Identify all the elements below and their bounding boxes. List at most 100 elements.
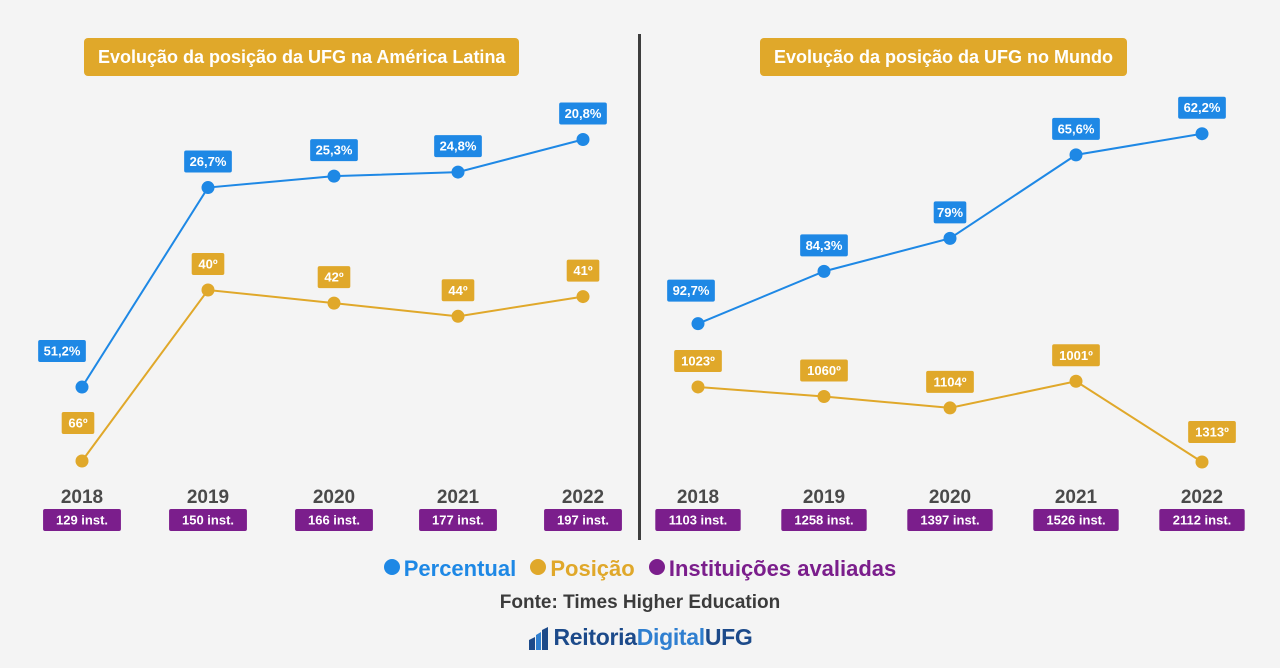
series-line-posicao [697,380,1203,463]
data-label-posicao: 42º [317,266,351,289]
x-tick-label: 2020 [313,487,355,508]
data-label-percentual-bg [559,102,607,125]
institution-count-badge-bg [1033,509,1119,531]
data-point-percentual [75,380,89,394]
institution-count-badge: 1258 inst. [781,509,867,531]
chart-title-mundo: Evolução da posição da UFG no Mundo [760,38,1128,76]
data-label-posicao-bg [191,253,225,275]
panel-america-latina: 66º 40º 42º 44º 41º 51,2% 26,7% 25,3% 24,8% 20,8%… [0,0,640,540]
institution-count-badge: 197 inst. [544,509,622,531]
data-point-percentual [576,133,590,147]
data-point-percentual [691,317,705,331]
x-tick-label: 2018 [61,487,103,508]
institution-count-badge: 177 inst. [419,509,497,531]
data-label-percentual-text: 92,7% [673,283,710,298]
x-tick-label: 2022 [562,487,604,508]
institution-count-badge-bg [1159,509,1245,531]
panel-mundo: 1023º 1060º 1104º 1001º 1313º 92,7% 84,3% 79% 65… [640,0,1280,540]
x-tick-label: 2022 [1181,487,1223,508]
data-point-posicao [1069,374,1083,388]
data-label-posicao-bg [800,359,848,382]
legend-label-percentual: Percentual [403,556,517,581]
data-label-percentual-bg [1178,96,1226,119]
data-label-percentual: 51,2% [38,340,86,363]
data-label-percentual-text: 20,8% [565,106,602,121]
data-label-posicao-bg [1052,344,1100,367]
data-point-percentual [1195,127,1209,141]
data-label-percentual-bg [310,139,358,162]
institution-count-badge: 166 inst. [295,509,373,531]
source-note: Fonte: Times Higher Education [499,592,781,613]
x-tick-label: 2021 [437,487,480,508]
institution-count-badge-text: 150 inst. [182,513,234,528]
legend-item-instituicoes: Instituições avaliadas [648,556,896,582]
institution-count-badge-bg [544,509,622,531]
institution-count-badge-bg [169,509,247,531]
data-point-posicao [1195,455,1209,469]
data-label-posicao-text: 1313º [1195,425,1229,440]
data-point-percentual [1069,148,1083,162]
x-tick-label: 2021 [1055,487,1098,508]
data-label-percentual-text: 51,2% [44,344,81,359]
brand-part-3: UFG [704,624,753,650]
data-point-percentual [943,231,957,245]
data-label-percentual-text: 25,3% [316,143,353,158]
institution-count-badge-bg [781,509,867,531]
data-label-percentual-bg [933,201,967,224]
data-label-posicao-text: 1001º [1059,348,1093,363]
data-label-percentual: 92,7% [667,279,715,302]
institution-count-badge: 1397 inst. [907,509,993,531]
x-tick-label: 2019 [187,487,229,508]
data-label-percentual-text: 79% [937,205,963,220]
institution-count-badge-text: 197 inst. [557,513,609,528]
data-label-posicao-text: 42º [324,270,343,285]
legend-item-posicao: Posição [530,556,635,582]
data-label-percentual-bg [667,279,715,302]
data-point-posicao [576,290,590,304]
data-label-percentual-text: 62,2% [1184,100,1221,115]
data-label-percentual: 79% [933,201,967,224]
data-label-posicao: 1023º [674,349,722,372]
institution-count-badge-text: 1397 inst. [920,513,979,528]
data-label-percentual-text: 65,6% [1058,121,1095,136]
chart-america-latina: 66º 40º 42º 44º 41º 51,2% 26,7% 25,3% 24,8% 20,8%… [38,102,622,531]
data-label-percentual-bg [184,150,232,173]
institution-count-badge-bg [907,509,993,531]
data-point-percentual [327,169,341,183]
institution-count-badge-text: 1258 inst. [794,513,853,528]
data-label-percentual-bg [434,135,482,158]
legend-item-percentual: Percentual [383,556,517,582]
institution-count-badge-bg [655,509,741,531]
data-point-percentual [451,165,465,179]
data-label-posicao-bg [441,279,475,302]
institution-count-badge-text: 1526 inst. [1046,513,1105,528]
institution-count-badge: 129 inst. [43,509,121,531]
series-line-posicao [81,288,584,462]
legend-dot-instituicoes [648,559,665,575]
institution-count-badge: 1526 inst. [1033,509,1119,531]
data-point-posicao [817,390,831,404]
data-label-percentual: 62,2% [1178,96,1226,119]
data-point-posicao [75,454,89,468]
data-label-percentual: 65,6% [1052,117,1100,140]
x-tick-label: 2018 [677,487,719,508]
brand-bars-icon [527,626,549,656]
institution-count-badge: 2112 inst. [1159,509,1245,531]
data-label-posicao-bg [566,259,600,282]
institution-count-badge-bg [419,509,497,531]
data-label-posicao-bg [317,266,351,289]
institution-count-badge-bg [295,509,373,531]
data-label-percentual: 25,3% [310,139,358,162]
institution-count-badge-text: 166 inst. [308,513,360,528]
data-point-percentual [817,264,831,278]
institution-count-badge: 150 inst. [169,509,247,531]
data-label-percentual: 84,3% [800,234,848,257]
data-label-percentual-text: 24,8% [440,139,477,154]
brand-logo: ReitoriaDigitalUFG [0,624,1280,656]
data-point-posicao [327,296,341,310]
data-label-posicao: 1060º [800,359,848,382]
data-label-posicao-bg [926,370,974,393]
chart-title-america-latina: Evolução da posição da UFG na América La… [84,38,520,76]
data-label-percentual-bg [38,340,86,363]
data-point-percentual [201,181,215,195]
